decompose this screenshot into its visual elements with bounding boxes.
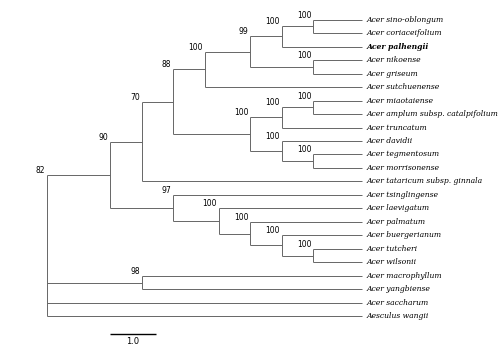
Text: 99: 99 <box>238 28 248 36</box>
Text: 100: 100 <box>297 51 311 60</box>
Text: Acer tataricum subsp. ginnala: Acer tataricum subsp. ginnala <box>366 178 482 185</box>
Text: Acer amplum subsp. catalpifolium: Acer amplum subsp. catalpifolium <box>366 110 498 118</box>
Text: 100: 100 <box>297 11 311 20</box>
Text: Acer yangbiense: Acer yangbiense <box>366 285 430 293</box>
Text: 70: 70 <box>130 93 140 102</box>
Text: Acer sino-oblongum: Acer sino-oblongum <box>366 15 444 24</box>
Text: 100: 100 <box>297 92 311 100</box>
Text: Acer palhengii: Acer palhengii <box>366 43 428 51</box>
Text: Acer saccharum: Acer saccharum <box>366 299 428 307</box>
Text: 98: 98 <box>130 267 140 276</box>
Text: Acer tutcheri: Acer tutcheri <box>366 245 418 253</box>
Text: 100: 100 <box>202 200 217 208</box>
Text: 100: 100 <box>265 98 280 107</box>
Text: Acer palmatum: Acer palmatum <box>366 218 426 226</box>
Text: Acer tsinglingense: Acer tsinglingense <box>366 191 438 199</box>
Text: 90: 90 <box>98 133 108 142</box>
Text: Acer tegmentosum: Acer tegmentosum <box>366 150 440 159</box>
Text: Acer morrisonense: Acer morrisonense <box>366 164 439 172</box>
Text: 100: 100 <box>297 146 311 154</box>
Text: 100: 100 <box>265 226 280 235</box>
Text: 97: 97 <box>162 186 171 195</box>
Text: Acer macrophyllum: Acer macrophyllum <box>366 272 442 280</box>
Text: 100: 100 <box>265 132 280 141</box>
Text: Acer truncatum: Acer truncatum <box>366 123 427 131</box>
Text: Aesculus wangii: Aesculus wangii <box>366 312 428 320</box>
Text: Acer coriaceifolium: Acer coriaceifolium <box>366 29 442 37</box>
Text: 100: 100 <box>188 43 203 52</box>
Text: Acer miaotaiense: Acer miaotaiense <box>366 97 433 105</box>
Text: 100: 100 <box>234 213 248 222</box>
Text: 100: 100 <box>297 240 311 249</box>
Text: 1.0: 1.0 <box>126 337 140 344</box>
Text: 82: 82 <box>36 166 45 175</box>
Text: Acer griseum: Acer griseum <box>366 69 418 77</box>
Text: Acer sutchuenense: Acer sutchuenense <box>366 83 440 91</box>
Text: Acer buergerianum: Acer buergerianum <box>366 232 442 239</box>
Text: 100: 100 <box>234 108 248 117</box>
Text: Acer nikoense: Acer nikoense <box>366 56 421 64</box>
Text: Acer laevigatum: Acer laevigatum <box>366 204 430 212</box>
Text: Acer davidii: Acer davidii <box>366 137 412 145</box>
Text: 100: 100 <box>265 17 280 26</box>
Text: 88: 88 <box>162 60 171 69</box>
Text: Acer wilsonii: Acer wilsonii <box>366 258 416 266</box>
